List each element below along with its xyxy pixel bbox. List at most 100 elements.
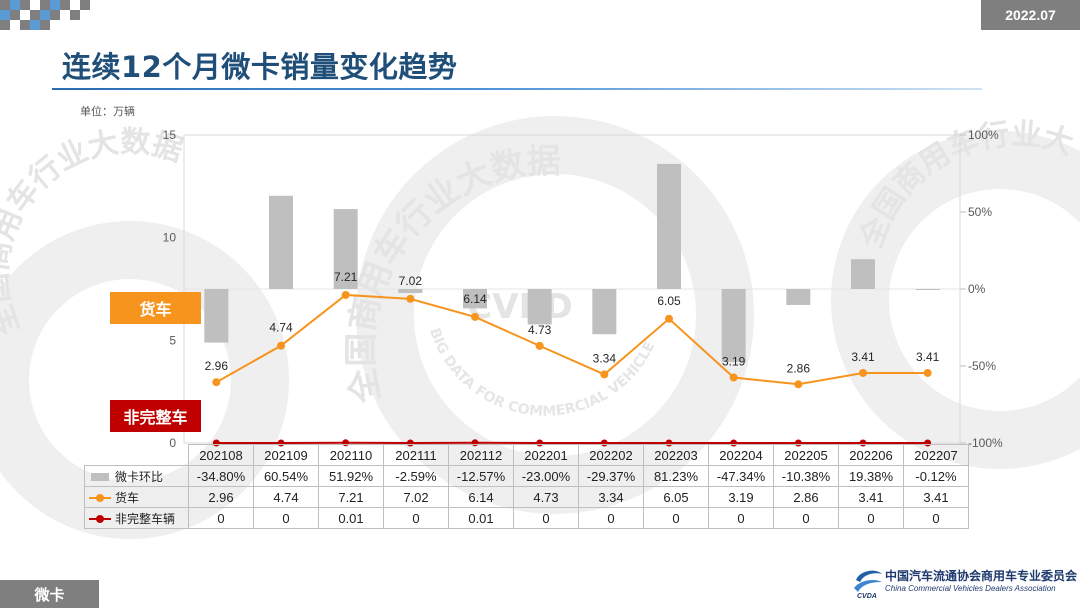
title-divider [52,88,982,90]
table-value-cell: 0 [773,507,839,529]
x-category-label: 202203 [643,444,709,466]
y-left-tick-label: 15 [163,128,177,142]
series-legend: 非完整车辆 [84,507,189,529]
svg-text:CVDA: CVDA [857,593,877,600]
truck-data-label: 6.05 [657,294,681,308]
table-value-cell: 0 [383,507,449,529]
table-value-cell: 3.41 [838,486,904,508]
table-value-cell: 2.86 [773,486,839,508]
truck-data-label: 7.21 [334,270,358,284]
non-complete-tag: 非完整车 [110,400,201,432]
mom-bar [915,289,940,290]
truck-data-label: 2.86 [787,361,811,375]
table-value-cell: 81.23% [643,465,709,487]
table-value-cell: 6.14 [448,486,514,508]
truck-point [794,380,803,389]
table-value-cell: 3.34 [578,486,644,508]
truck-data-label: 4.74 [269,321,293,335]
table-value-cell: -47.34% [708,465,774,487]
mom-bar [592,289,617,335]
mom-bar [527,289,552,325]
association-name-en: China Commercial Vehicles Dealers Associ… [885,584,1056,593]
x-category-label: 202110 [318,444,384,466]
table-value-cell: 3.19 [708,486,774,508]
x-category-label: 202206 [838,444,904,466]
x-category-label: 202207 [903,444,969,466]
table-corner [84,444,189,466]
mom-bar [398,289,423,293]
x-category-label: 202111 [383,444,449,466]
mom-bar [463,289,487,309]
table-value-cell: -12.57% [448,465,514,487]
y-right-tick-label: 100% [968,128,999,142]
mom-bar [786,289,811,305]
unit-label: 单位：万辆 [80,105,135,118]
table-value-cell: 2.96 [188,486,254,508]
truck-point [212,378,221,387]
table-value-cell: -29.37% [578,465,644,487]
table-value-cell: 19.38% [838,465,904,487]
series-name: 货车 [115,490,140,505]
truck-point [471,312,479,321]
series-legend: 微卡环比 [84,465,189,487]
legend-key-icon [89,493,111,503]
truck-point [923,368,932,377]
truck-point [729,373,738,382]
mom-bar [204,289,229,343]
legend-key-icon [89,514,111,524]
truck-data-label: 4.73 [528,323,552,337]
header-checker-decoration [0,0,90,30]
truck-point [600,370,609,379]
legend-key-icon [89,472,111,482]
y-left-tick-label: 10 [163,231,177,245]
x-category-label: 202201 [513,444,579,466]
x-category-label: 202109 [253,444,319,466]
truck-data-label: 2.96 [205,359,229,373]
y-right-tick-label: -50% [968,359,996,373]
table-value-cell: 0 [513,507,579,529]
x-category-label: 202112 [448,444,514,466]
y-right-tick-label: 50% [968,205,992,219]
table-value-cell: -2.59% [383,465,449,487]
table-value-cell: 0 [708,507,774,529]
mom-bar [333,209,358,289]
table-value-cell: 0 [578,507,644,529]
association-name-cn: 中国汽车流通协会商用车专业委员会 [885,569,1078,583]
mom-bar [721,289,746,362]
association-logo-icon: CVDA [854,570,882,600]
y-right-tick-label: 0% [968,282,986,296]
series-legend: 货车 [84,486,189,508]
mom-bar [657,163,681,289]
table-row-truck: 货车 2.96 4.74 7.21 7.02 6.14 4.73 3.34 6.05 3.19 2.… [84,486,969,508]
truck-data-label: 6.14 [463,292,487,306]
table-header-row: 202108 202109 202110 202111 202112 202201 2022… [84,444,969,466]
table-value-cell: 0 [838,507,904,529]
table-row-non-complete: 非完整车辆 0 0 0.01 0 0.01 0 0 0 0 0 0 0 [84,507,969,529]
table-value-cell: 0.01 [448,507,514,529]
date-tag: 2022.07 [981,0,1080,30]
truck-point [341,290,350,299]
truck-data-label: 3.41 [851,350,875,364]
y-left-tick-label: 5 [169,333,176,347]
truck-point [665,314,673,323]
truck-data-label: 3.34 [593,351,617,365]
truck-point [859,368,867,377]
mom-bar [269,195,293,289]
table-value-cell: -34.80% [188,465,254,487]
table-row-mom: 微卡环比 -34.80% 60.54% 51.92% -2.59% -12.57% -23.… [84,465,969,487]
mom-bar [851,259,875,289]
table-value-cell: 6.05 [643,486,709,508]
truck-point [277,341,285,350]
table-value-cell: 4.74 [253,486,319,508]
truck-data-label: 7.02 [399,274,423,288]
series-name: 微卡环比 [115,469,164,484]
table-value-cell: 0.01 [318,507,384,529]
x-category-label: 202204 [708,444,774,466]
y-right-tick-label: -100% [968,436,1003,450]
x-category-label: 202205 [773,444,839,466]
y-left-tick-label: 0 [169,436,176,450]
table-value-cell: 0 [643,507,709,529]
table-value-cell: 4.73 [513,486,579,508]
section-tag: 微卡 [0,580,99,608]
table-value-cell: 0 [253,507,319,529]
